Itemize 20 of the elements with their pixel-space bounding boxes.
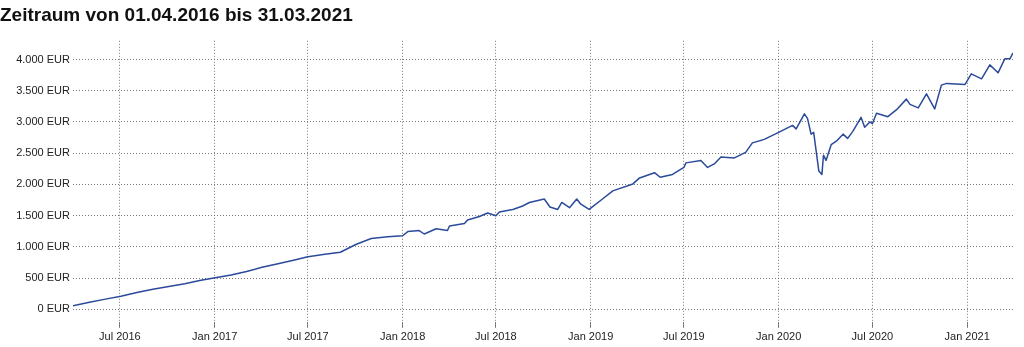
y-tick-label: 2.500 EUR [16, 146, 71, 159]
x-tick-label: Jan 2018 [380, 330, 426, 343]
y-tick-label: 3.000 EUR [16, 115, 71, 128]
x-tick-label: Jul 2019 [663, 330, 705, 343]
chart-title: Zeitraum von 01.04.2016 bis 31.03.2021 [0, 3, 354, 25]
y-tick-label: 500 EUR [25, 271, 71, 284]
x-tick-label: Jul 2020 [851, 330, 894, 343]
x-tick-label: Jul 2016 [99, 330, 141, 343]
y-tick-label: 4.000 EUR [16, 52, 71, 65]
x-tick-label: Jan 2020 [756, 330, 802, 343]
x-tick-label: Jan 2017 [192, 330, 238, 343]
x-tick-label: Jul 2017 [287, 330, 329, 343]
y-tick-label: 2.000 EUR [16, 177, 71, 190]
y-tick-label: 0 EUR [37, 302, 71, 315]
y-tick-label: 1.000 EUR [16, 239, 71, 252]
y-tick-label: 1.500 EUR [16, 208, 71, 221]
x-tick-label: Jan 2021 [944, 330, 990, 343]
x-tick-label: Jul 2018 [475, 330, 517, 343]
x-tick-label: Jan 2019 [568, 330, 614, 343]
y-tick-label: 3.500 EUR [16, 83, 71, 96]
